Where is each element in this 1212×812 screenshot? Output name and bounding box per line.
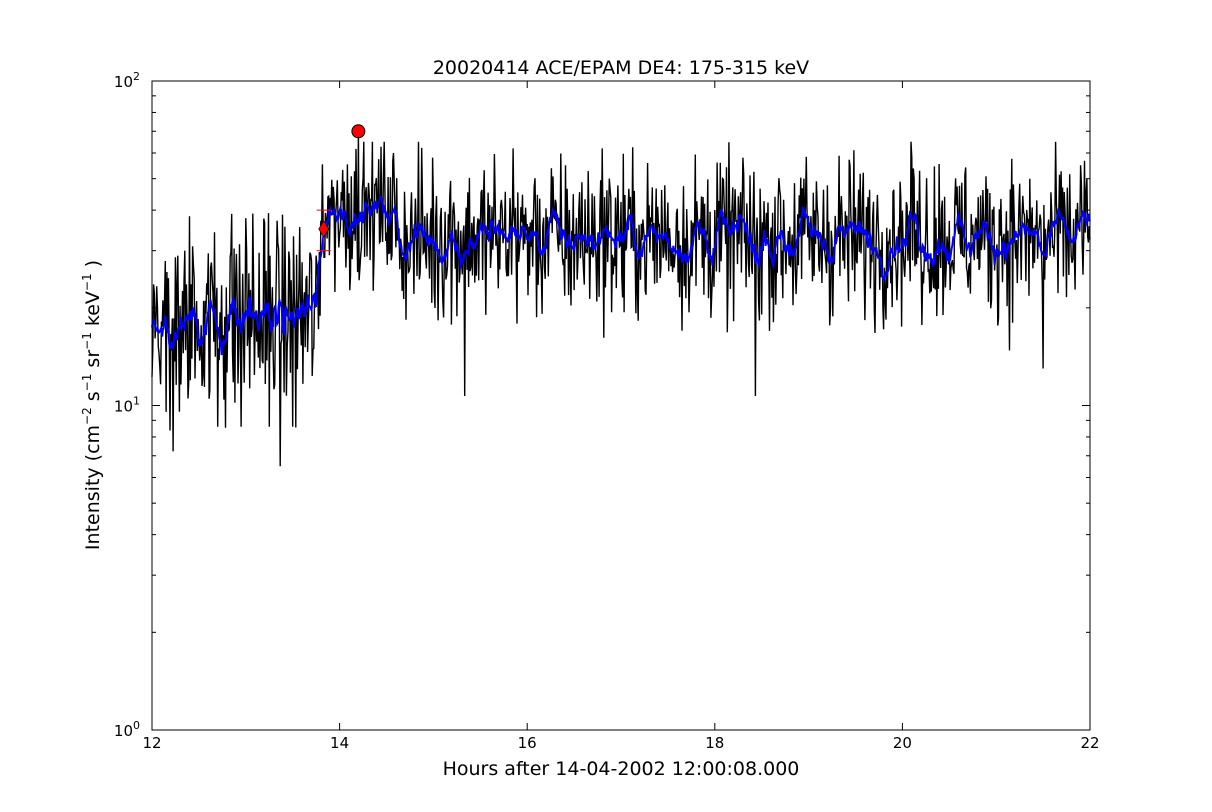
smoothed-intensity-line: [151, 194, 1091, 356]
x-tick-label: 14: [330, 734, 349, 752]
x-tick-label: 16: [518, 734, 537, 752]
series-smoothed-line: [151, 194, 1091, 356]
series-raw-line: [151, 131, 1091, 467]
x-tick-label: 22: [1080, 734, 1099, 752]
x-axis-label: Hours after 14-04-2002 12:00:08.000: [443, 758, 800, 780]
x-tick-label: 12: [142, 734, 161, 752]
event-markers: [316, 124, 366, 252]
y-axis-label: Intensity (cm−2 s−1 sr−1 keV−1 ): [80, 260, 104, 550]
y-tick-labels: 100 101 102: [114, 70, 140, 740]
y-tick-label: 101: [114, 395, 140, 416]
y-tick-label: 102: [114, 70, 140, 91]
x-tick-label: 18: [705, 734, 724, 752]
onset-diamond-marker: [318, 220, 330, 238]
chart-title: 20020414 ACE/EPAM DE4: 175-315 keV: [433, 57, 809, 79]
x-tick-label: 20: [893, 734, 912, 752]
y-tick-label: 100: [114, 719, 140, 740]
raw-intensity-line: [151, 131, 1091, 467]
peak-circle-marker: [351, 124, 366, 139]
plot-area: [151, 80, 1091, 731]
x-tick-labels: 12 14 16 18 20 22: [142, 734, 1099, 752]
axis-ticks: [151, 80, 1091, 731]
